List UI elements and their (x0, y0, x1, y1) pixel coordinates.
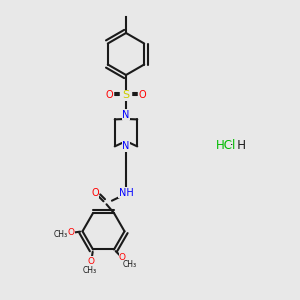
Text: CH₃: CH₃ (83, 266, 97, 275)
Text: N: N (122, 141, 130, 152)
Text: CH₃: CH₃ (54, 230, 68, 239)
Text: O: O (67, 229, 74, 238)
Text: O: O (88, 257, 95, 266)
Text: NH: NH (118, 188, 134, 198)
Text: O: O (139, 90, 146, 100)
Text: S: S (122, 90, 130, 100)
Text: CH₃: CH₃ (122, 260, 136, 269)
Text: HCl: HCl (216, 139, 236, 152)
Text: N: N (122, 110, 130, 120)
Text: O: O (119, 254, 126, 262)
Text: O: O (91, 188, 99, 198)
Text: O: O (106, 90, 113, 100)
Text: · H: · H (226, 139, 247, 152)
